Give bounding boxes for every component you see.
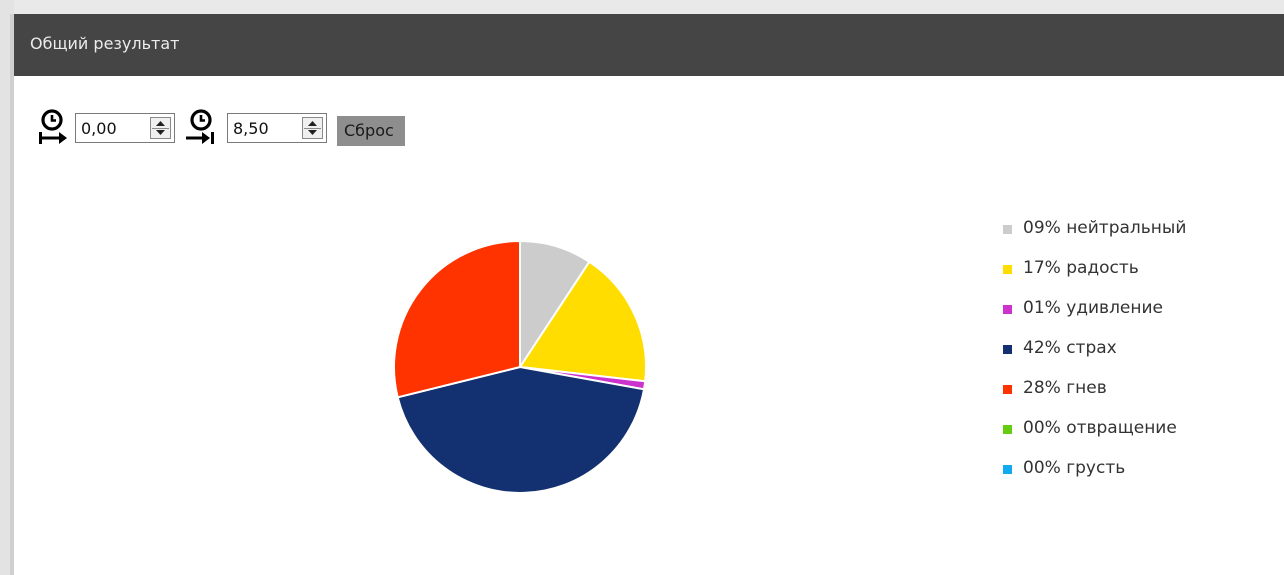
pie-slice-4 [393,239,521,399]
pie-chart [393,239,647,494]
legend-swatch [1003,305,1012,314]
end-time-value: 8,50 [233,119,269,138]
clock-end-icon [186,109,214,144]
legend-label: 00% грусть [1023,458,1126,478]
end-time-spinbox[interactable]: 8,50 [227,113,327,143]
pie-slice-3 [396,365,646,494]
panel-title: Общий результат [30,34,180,53]
stepper-arrows-icon [152,121,169,135]
pie-slice-1 [518,260,647,383]
end-time-stepper[interactable] [302,117,323,139]
legend-label: 00% отвращение [1023,418,1177,438]
legend-label: 01% удивление [1023,298,1164,318]
legend-swatch [1003,425,1012,434]
legend-swatch [1003,225,1012,234]
legend-swatch [1003,465,1012,474]
legend-swatch [1003,385,1012,394]
start-time-stepper[interactable] [150,117,171,139]
stepper-arrows-icon [304,121,321,135]
window-frame-top [0,0,1284,14]
legend-swatch [1003,265,1012,274]
legend-label: 17% радость [1023,258,1139,278]
result-panel: Общий результат [14,14,1284,575]
window-frame-left-border [10,14,14,575]
start-time-value: 0,00 [81,119,117,138]
clock-start-icon [39,109,67,144]
legend-label: 42% страх [1023,338,1117,358]
panel-header: Общий результат [14,14,1284,76]
legend-swatch [1003,345,1012,354]
start-time-spinbox[interactable]: 0,00 [75,113,175,143]
reset-button[interactable]: Сброс [337,116,405,146]
legend-label: 09% нейтральный [1023,218,1187,238]
legend-label: 28% гнев [1023,378,1107,398]
